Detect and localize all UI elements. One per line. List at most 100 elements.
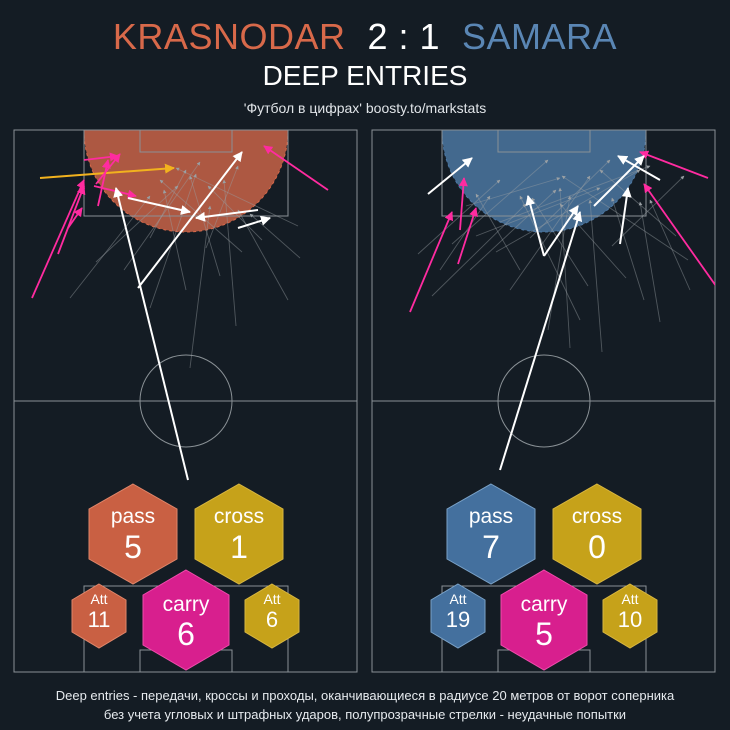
- carry-arrow: [67, 207, 83, 229]
- away-pitch: [371, 129, 716, 673]
- chart-title: DEEP ENTRIES: [262, 60, 468, 91]
- carry-arrow: [83, 152, 119, 162]
- pass-attempts-label: Att: [90, 591, 107, 607]
- carry-arrow: [639, 150, 709, 179]
- failed-attempt-arrow: [149, 169, 187, 239]
- failed-attempt-arrow: [95, 185, 179, 263]
- failed-attempt-arrow: [205, 165, 239, 249]
- cross-label: cross: [214, 505, 264, 528]
- failed-attempt-arrow: [599, 169, 677, 237]
- failed-attempt-arrow: [611, 197, 645, 301]
- failed-attempt-arrow: [469, 189, 557, 271]
- chart-subtitle: 'Футбол в цифрах' boosty.to/markstats: [243, 100, 487, 116]
- failed-attempt-arrow: [519, 195, 581, 321]
- cross-attempts-value: 10: [618, 607, 642, 632]
- failed-attempt-arrow: [465, 177, 561, 207]
- carry-hex: carry 6: [142, 569, 230, 671]
- failed-attempt-arrow: [175, 167, 299, 227]
- match-header: KRASNODAR 2 : 1 SAMARA: [0, 16, 730, 62]
- cross-hex: cross 0: [552, 483, 642, 585]
- away-arrows: [409, 150, 715, 471]
- failed-attempt-arrow: [222, 179, 237, 327]
- carry-hex: carry 5: [500, 569, 588, 671]
- failed-attempt-arrow: [649, 199, 691, 291]
- pass-arrow: [237, 215, 271, 229]
- carry-label: carry: [521, 593, 568, 616]
- away-team-name: SAMARA: [462, 16, 618, 57]
- carry-arrow: [31, 179, 85, 299]
- home-stats: pass 5 cross 1 carry 6 Att 11 Att 6: [71, 483, 300, 671]
- cross-hex: cross 1: [194, 483, 284, 585]
- danger-zone: [441, 129, 647, 233]
- failed-attempt-arrow: [475, 193, 521, 271]
- carry-arrow: [643, 183, 715, 287]
- pass-value: 7: [482, 529, 500, 565]
- failed-attempt-arrow: [558, 187, 571, 349]
- carry-arrow: [457, 207, 478, 265]
- failed-attempt-arrow: [509, 175, 591, 291]
- pass-arrow: [427, 157, 473, 195]
- carry-value: 6: [177, 616, 195, 652]
- footnote: Deep entries - передачи, кроссы и проход…: [10, 686, 720, 724]
- pass-attempts-value: 11: [88, 607, 111, 632]
- pass-attempts-value: 19: [446, 607, 470, 632]
- failed-attempt-arrow: [561, 175, 689, 261]
- carry-value: 5: [535, 616, 553, 652]
- pass-hex: pass 5: [88, 483, 178, 585]
- failed-attempt-arrow: [439, 195, 491, 271]
- pass-attempts-label: Att: [449, 591, 466, 607]
- cross-value: 1: [230, 529, 248, 565]
- pass-label: pass: [469, 505, 513, 528]
- cross-arrow: [39, 163, 175, 179]
- home-arrows: [31, 145, 329, 481]
- footnote-line-1: Deep entries - передачи, кроссы и проход…: [55, 688, 675, 703]
- away-stats: pass 7 cross 0 carry 5 Att 19 Att 10: [430, 483, 658, 671]
- pass-arrow: [525, 195, 545, 257]
- pass-arrow: [499, 211, 583, 471]
- danger-zone: [83, 129, 289, 233]
- pass-arrow: [127, 197, 191, 215]
- carry-arrow: [409, 211, 454, 313]
- footnote-line-2: без учета угловых и штрафных ударов, пол…: [103, 707, 627, 722]
- failed-attempt-arrow: [588, 199, 603, 353]
- carry-arrow: [458, 177, 468, 231]
- cross-attempts-value: 6: [266, 607, 278, 632]
- pass-arrow: [195, 209, 259, 222]
- failed-attempt-arrow: [123, 161, 201, 271]
- failed-attempt-arrow: [475, 187, 601, 237]
- failed-attempt-arrow: [611, 175, 685, 247]
- failed-attempt-arrow: [189, 205, 212, 369]
- pass-arrow: [619, 187, 632, 245]
- pass-arrow: [617, 155, 661, 181]
- failed-attempt-arrow: [69, 195, 151, 299]
- match-score: 2 : 1: [367, 16, 441, 57]
- failed-attempt-arrow: [531, 197, 589, 287]
- pass-arrow: [593, 155, 645, 207]
- cross-label: cross: [572, 505, 622, 528]
- carry-arrow: [263, 145, 329, 191]
- cross-attempts-hex: Att 6: [244, 583, 300, 649]
- failed-attempt-arrow: [237, 209, 289, 301]
- cross-value: 0: [588, 529, 606, 565]
- failed-attempt-arrow: [431, 203, 527, 297]
- pass-arrow: [137, 151, 243, 289]
- failed-attempt-arrow: [189, 175, 221, 277]
- failed-attempt-arrow: [547, 195, 572, 331]
- pass-value: 5: [124, 529, 142, 565]
- pass-arrow: [543, 205, 579, 257]
- carry-label: carry: [163, 593, 210, 616]
- failed-attempt-arrow: [638, 201, 661, 323]
- pass-hex: pass 7: [446, 483, 536, 585]
- cross-attempts-hex: Att 10: [602, 583, 658, 649]
- pass-arrow: [113, 187, 189, 481]
- failed-attempt-arrow: [417, 179, 501, 255]
- carry-arrow: [97, 159, 111, 207]
- carry-arrow: [57, 185, 86, 255]
- pass-attempts-hex: Att 11: [71, 583, 127, 649]
- home-team-name: KRASNODAR: [112, 16, 346, 57]
- pass-label: pass: [111, 505, 155, 528]
- cross-attempts-label: Att: [621, 591, 638, 607]
- cross-attempts-label: Att: [263, 591, 280, 607]
- pass-attempts-hex: Att 19: [430, 583, 486, 649]
